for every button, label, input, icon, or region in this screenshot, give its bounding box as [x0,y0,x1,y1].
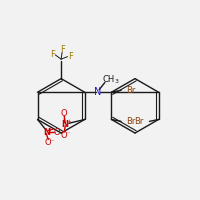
Text: Br: Br [126,86,136,95]
Text: O: O [61,109,68,118]
Text: +: + [66,119,71,124]
Text: Br: Br [134,117,144,126]
Text: 3: 3 [114,79,118,84]
Text: O: O [53,128,60,137]
Text: Br: Br [126,117,136,126]
Text: +: + [47,127,52,132]
Text: F: F [68,52,73,61]
Text: N: N [62,120,69,129]
Text: N: N [43,128,50,137]
Text: ⁻: ⁻ [51,140,54,145]
Text: N: N [94,87,102,97]
Text: O: O [45,138,52,147]
Text: O: O [61,131,68,140]
Text: ⁻: ⁻ [67,133,70,138]
Text: CH: CH [103,75,115,84]
Text: F: F [60,45,65,54]
Text: F: F [50,50,55,59]
